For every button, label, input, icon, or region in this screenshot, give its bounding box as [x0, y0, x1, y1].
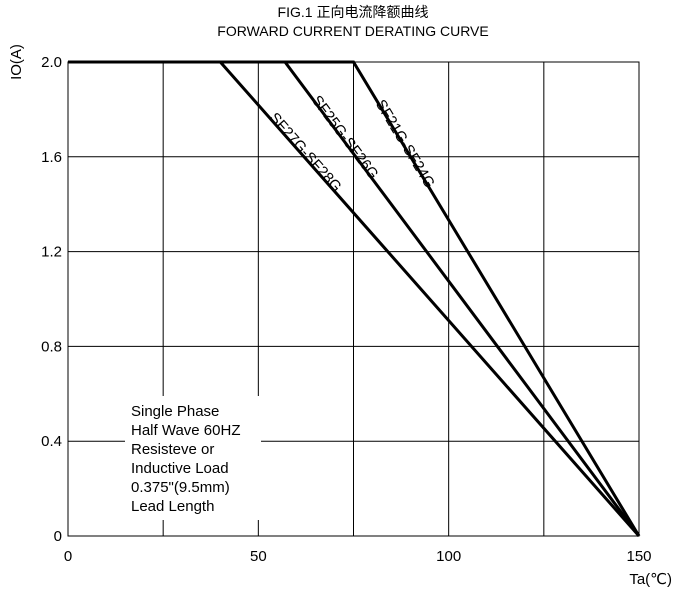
conditions-note-line: Single Phase: [131, 403, 219, 420]
x-tick-label: 0: [64, 548, 72, 565]
conditions-note-line: Lead Length: [131, 498, 214, 515]
tick-labels: 0 0.4 0.8 1.2 1.6 2.0 0 50 100 150: [41, 54, 651, 565]
conditions-note-box: [125, 396, 261, 520]
series-label: SF21G-SF24G: [372, 97, 438, 191]
y-axis-label: IO(A): [8, 44, 25, 80]
y-tick-label: 2.0: [41, 54, 62, 71]
conditions-note: Single Phase Half Wave 60HZ Resisteve or In…: [131, 403, 240, 515]
conditions-note-line: Resisteve or: [131, 441, 214, 458]
y-tick-label: 0: [54, 528, 62, 545]
conditions-note-line: Half Wave 60HZ: [131, 422, 240, 439]
chart-subtitle: FORWARD CURRENT DERATING CURVE: [217, 23, 488, 39]
conditions-note-line: Inductive Load: [131, 460, 229, 477]
chart-title: FIG.1 正向电流降额曲线: [278, 4, 429, 20]
x-tick-label: 150: [626, 548, 651, 565]
x-tick-label: 100: [436, 548, 461, 565]
series-lines: [68, 60, 641, 537]
y-tick-label: 1.6: [41, 149, 62, 166]
y-tick-label: 1.2: [41, 244, 62, 261]
conditions-note-line: 0.375"(9.5mm): [131, 479, 230, 496]
x-axis-label: Ta(℃): [629, 571, 672, 588]
y-tick-label: 0.4: [41, 433, 62, 450]
series-line: [68, 60, 641, 537]
y-tick-label: 0.8: [41, 338, 62, 355]
x-tick-label: 50: [250, 548, 267, 565]
